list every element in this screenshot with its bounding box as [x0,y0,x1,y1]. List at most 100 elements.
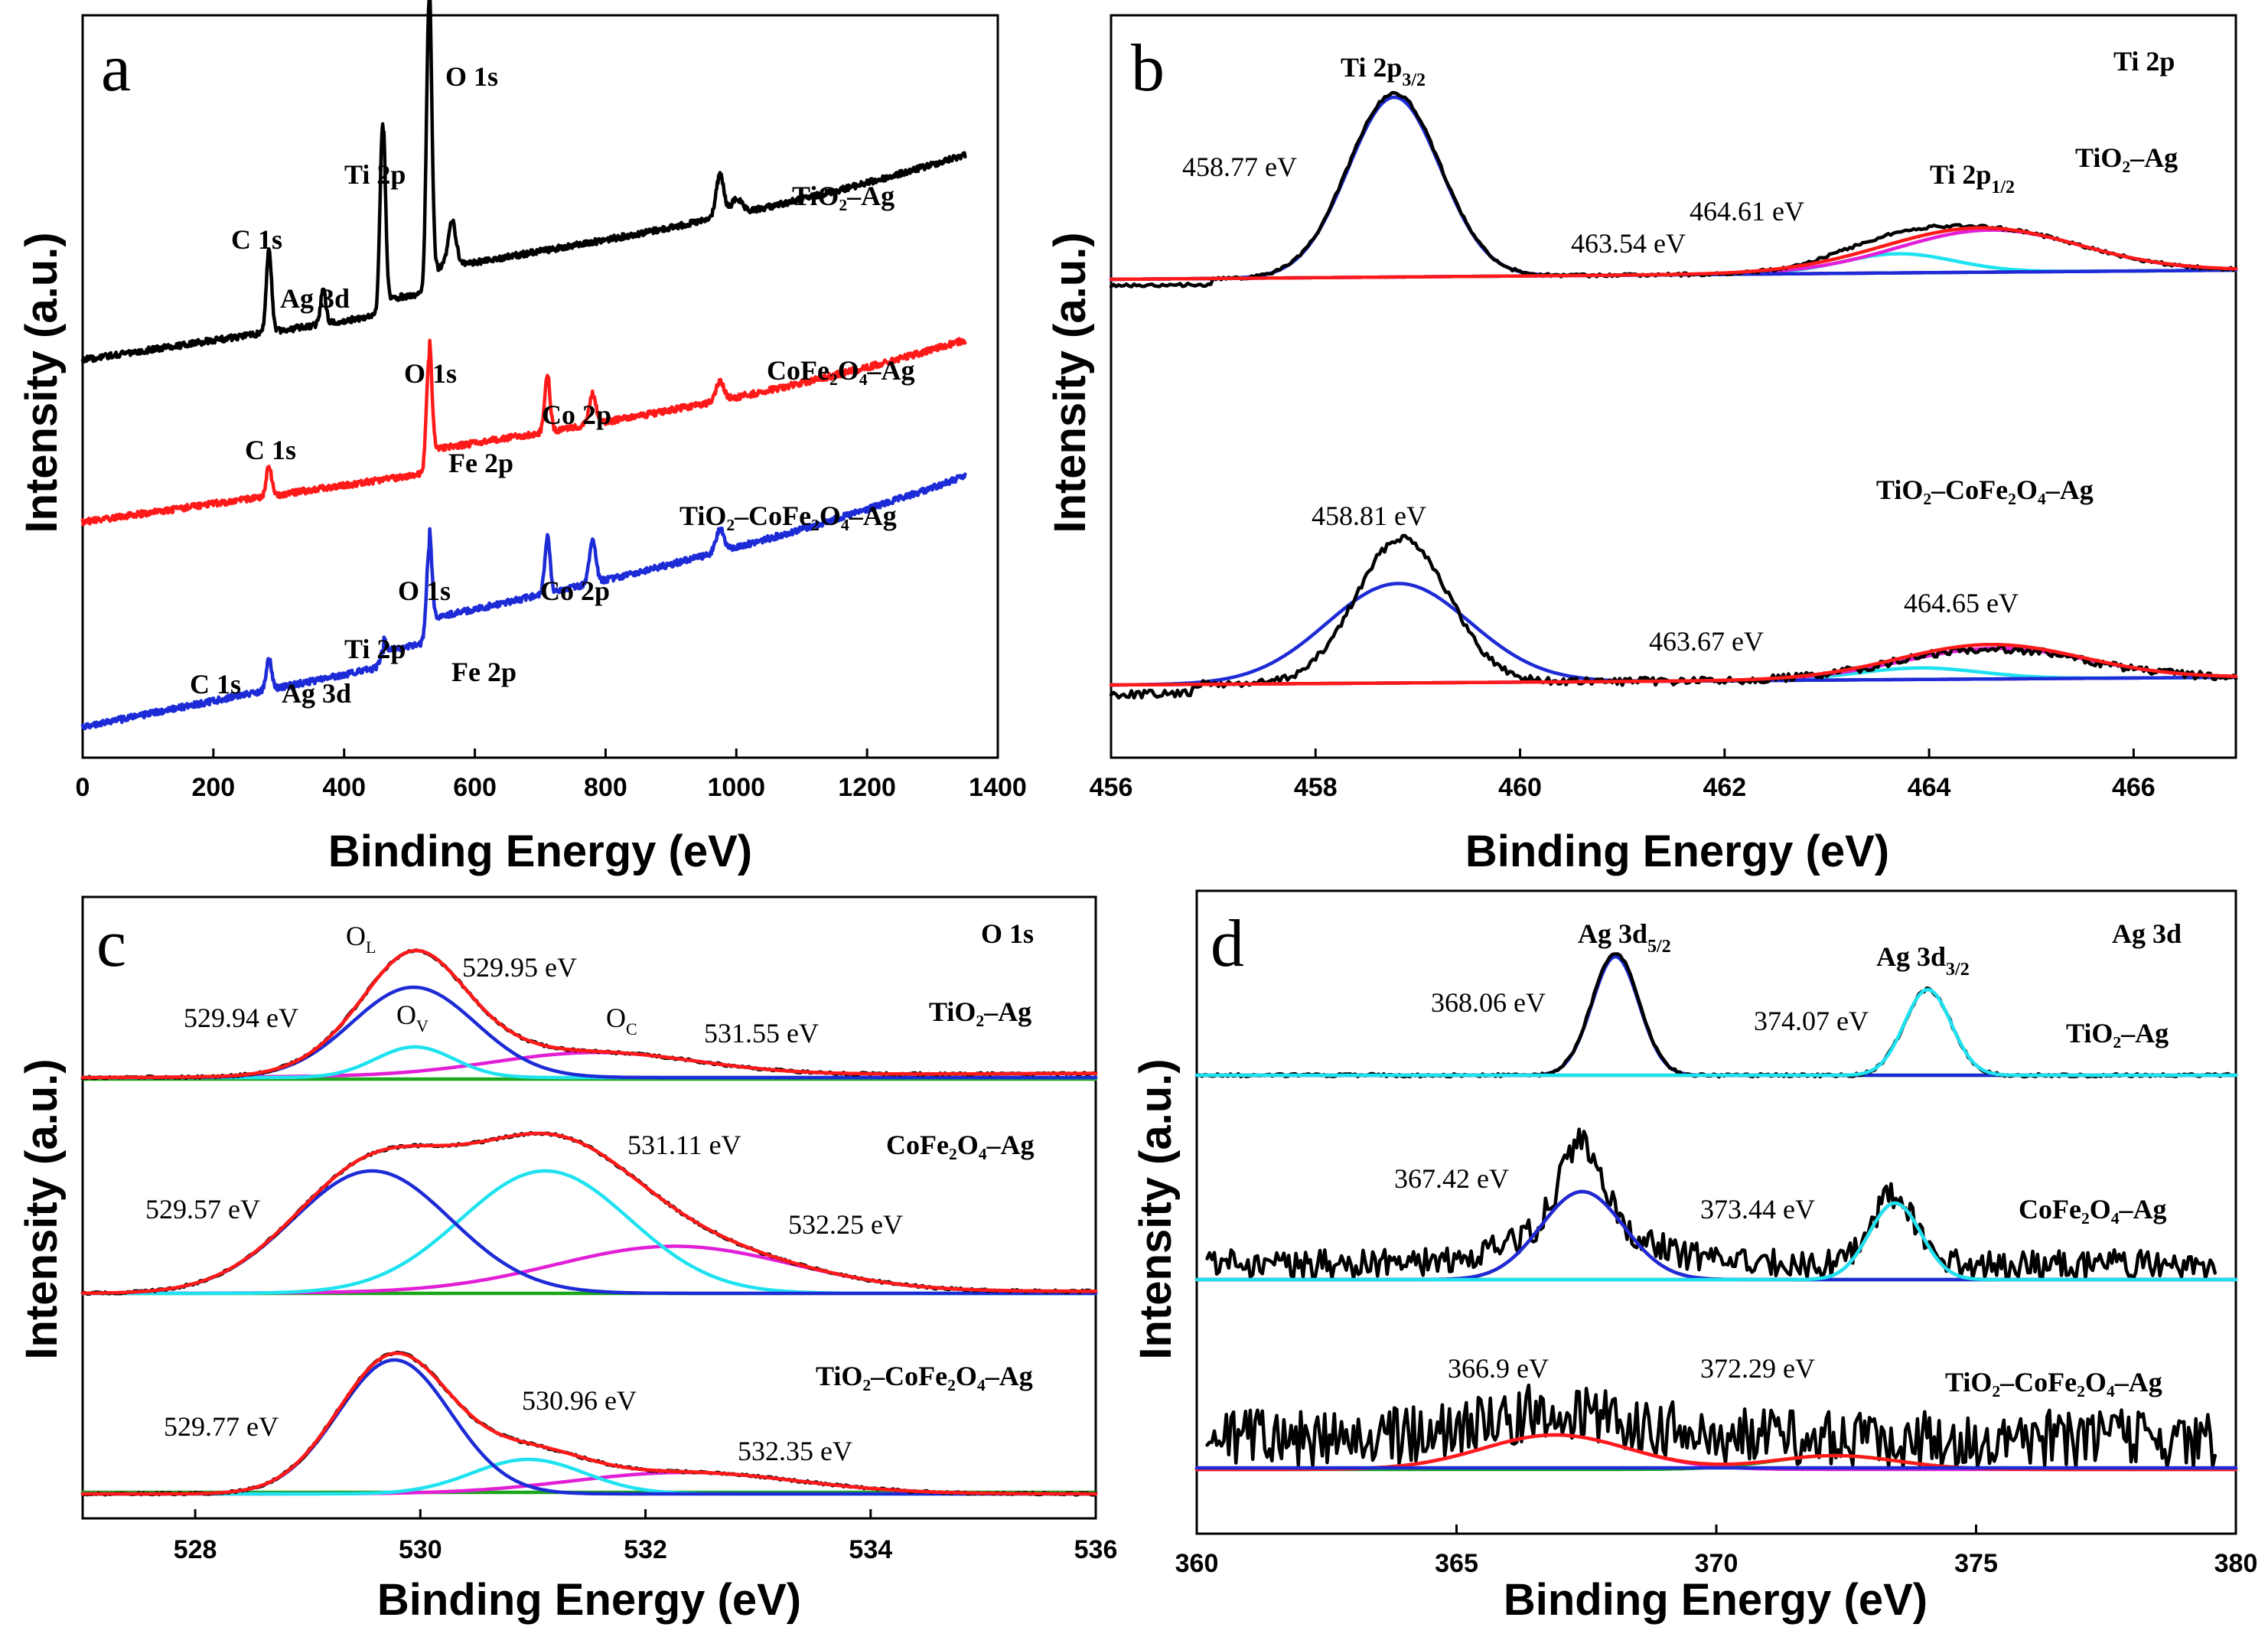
label-d-37344: 373.44 eV [1700,1194,1815,1224]
panel-a-curves [80,0,967,731]
label-b-45877: 458.77 eV [1182,152,1297,182]
series-label-d-cofe: CoFe₂O₄–Ag [2019,1194,2167,1224]
series-label-d-tio2ag: TiO₂–Ag [2066,1018,2169,1048]
label-b-ti2p32: Ti 2p3/2 [1341,52,1426,90]
label-b-45881: 458.81 eV [1312,501,1426,531]
panel-b-ylabel: Intensity (a.u.) [1045,232,1095,533]
x-tick-label: 530 [399,1535,442,1564]
label-a-tio2ag-c1s: C 1s [231,224,282,255]
label-a-tern-c1s: C 1s [190,669,241,699]
panel-b-frame [1110,14,2237,759]
d1-blue-fit [1194,954,2238,1078]
panel-a-ylabel: Intensity (a.u.) [17,232,67,533]
x-tick-label: 528 [174,1535,217,1564]
x-tick-label: 462 [1703,773,1746,802]
label-a-tio2ag-ti2p: Ti 2p [344,159,406,190]
x-tick-label: 534 [849,1535,892,1564]
label-a-cofe-c1s: C 1s [245,435,296,465]
label-d-3669: 366.9 eV [1448,1353,1549,1384]
c3-cyan-fit [80,1457,1098,1496]
series-label-c-cofe: CoFe₂O₄–Ag [886,1130,1035,1160]
panel-a-xlabel: Binding Energy (eV) [328,827,752,876]
panel-d-title: Ag 3d [2112,918,2182,949]
x-tick-label: 360 [1175,1549,1219,1578]
label-b-46461: 464.61 eV [1690,196,1804,227]
c2-red-fit [80,1131,1098,1296]
label-b-46367: 463.67 eV [1649,626,1764,657]
label-a-cofe-fe2p: Fe 2p [448,448,513,478]
label-c-oc: OC [606,1003,637,1039]
label-a-cofe-co2p: Co 2p [542,399,611,430]
panel-a-frame [81,14,999,759]
label-a-tern-ti2p: Ti 2p [344,634,406,664]
series-label-b-ternary: TiO₂–CoFe₂O₄–Ag [1876,474,2094,505]
panel-b-x-ticks: 456 458 460 462 464 466 [1090,748,2156,802]
panel-a-x-ticks: 0 200 400 600 800 1000 1200 1400 [76,748,1027,802]
x-tick-label: 600 [453,773,497,802]
d2-envelope [1205,1127,2217,1281]
x-tick-label: 536 [1074,1535,1118,1564]
label-c-53225: 532.25 eV [788,1209,903,1240]
label-c-52957: 529.57 eV [145,1194,260,1224]
x-tick-label: 1200 [838,773,896,802]
label-a-tern-fe2p: Fe 2p [451,657,516,687]
label-a-tern-co2p: Co 2p [540,576,610,606]
panel-c-title: O 1s [981,918,1034,949]
c2-blue-fit [80,1169,1098,1296]
panel-a-letter: a [101,31,131,106]
b2-envelope [1109,533,2238,700]
panel-c-letter: c [96,907,126,981]
label-c-ol: OL [346,921,376,957]
series-label-c-ternary: TiO₂–CoFe₂O₄–Ag [816,1361,1033,1391]
series-label-a-tio2ag: TiO₂–Ag [792,181,894,211]
series-label-d-ternary: TiO₂–CoFe₂O₄–Ag [1945,1367,2162,1397]
c3-red-fit [80,1351,1098,1496]
b2-red-fit [1109,642,2238,687]
series-label-a-cofe: CoFe₂O₄–Ag [767,355,915,386]
x-tick-label: 460 [1498,773,1542,802]
label-b-46354: 463.54 eV [1571,228,1686,259]
label-c-52977: 529.77 eV [164,1411,279,1442]
x-tick-label: 400 [322,773,366,802]
label-c-52995: 529.95 eV [462,952,577,983]
label-a-tio2ag-o1s: O 1s [445,61,498,92]
x-tick-label: 466 [2112,773,2156,802]
panel-c-ylabel: Intensity (a.u.) [17,1058,67,1359]
survey-ternary [80,472,967,731]
label-d-36742: 367.42 eV [1394,1163,1509,1194]
panel-b-letter: b [1131,31,1165,106]
b1-red-fit [1109,226,2238,282]
series-label-a-ternary: TiO₂–CoFe₂O₄–Ag [679,501,897,531]
label-d-37407: 374.07 eV [1754,1006,1869,1036]
label-d-36806: 368.06 eV [1431,987,1546,1018]
x-tick-label: 380 [2214,1549,2258,1578]
x-tick-label: 532 [624,1535,667,1564]
panel-c-frame [81,895,1097,1520]
label-a-tern-ag3d: Ag 3d [282,678,351,709]
label-c-52994: 529.94 eV [184,1003,298,1033]
panel-b: b 456 458 460 462 464 466 Binding Energy (eV)… [1045,14,2238,876]
x-tick-label: 1400 [969,773,1027,802]
label-c-53155: 531.55 eV [704,1018,819,1048]
panel-d-curves [1194,952,2238,1472]
x-tick-label: 365 [1435,1549,1478,1578]
x-tick-label: 458 [1294,773,1338,802]
c2-cyan-fit [80,1169,1098,1296]
x-tick-label: 800 [584,773,627,802]
label-b-ti2p12: Ti 2p1/2 [1930,159,2015,197]
panel-d-ylabel: Intensity (a.u.) [1131,1058,1181,1359]
panel-c-x-ticks: 528 530 532 534 536 [174,1509,1118,1564]
panel-c-curves [80,948,1098,1497]
d3-envelope [1205,1383,2217,1469]
panel-c-xlabel: Binding Energy (eV) [377,1575,801,1625]
d2-cyan-fit [1194,1201,2238,1282]
panel-d-letter: d [1211,907,1244,981]
panel-b-xlabel: Binding Energy (eV) [1465,827,1889,876]
d1-cyan-fit [1194,987,2238,1078]
label-c-53096: 530.96 eV [522,1385,637,1416]
x-tick-label: 0 [76,773,90,802]
panel-a: a 0 200 400 600 800 1000 1200 1400 Binding Ener… [17,0,1027,876]
panel-d-x-ticks: 360 365 370 375 380 [1175,1524,2258,1578]
label-c-ov: OV [396,999,429,1035]
